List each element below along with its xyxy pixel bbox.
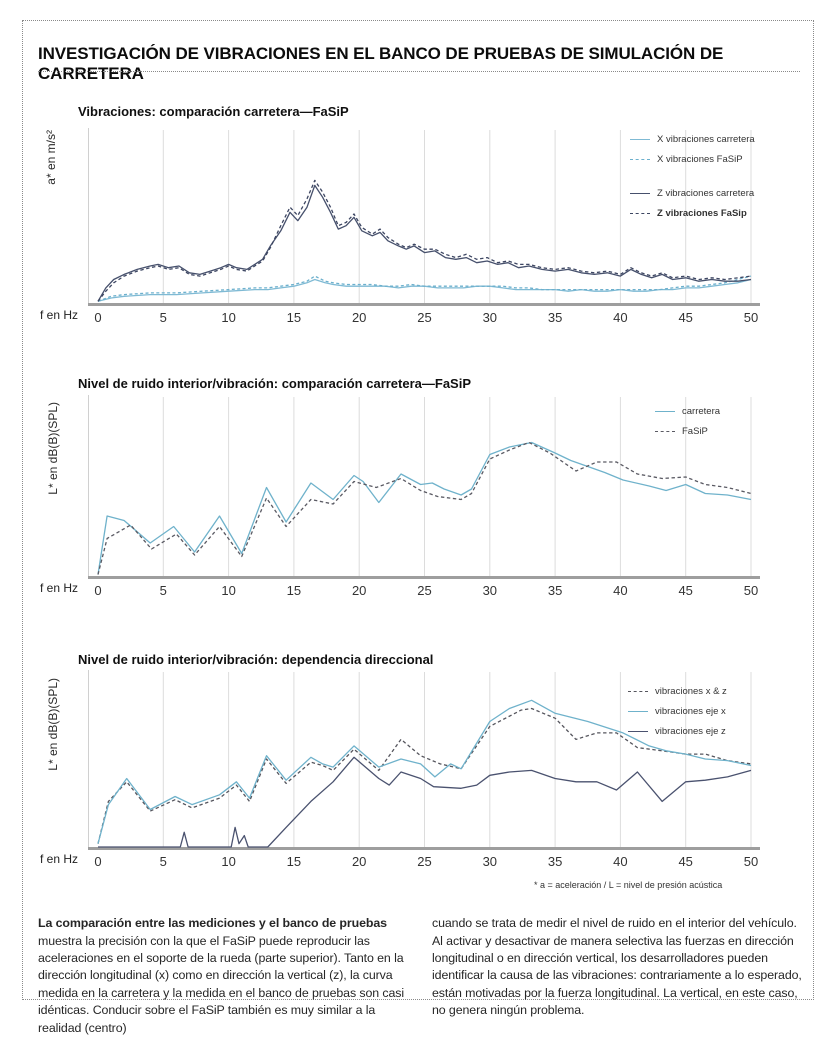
title-separator xyxy=(38,71,800,72)
chart-vibraciones-comparacion: Vibraciones: comparación carretera—FaSiP… xyxy=(0,100,832,345)
y-axis-label: a* en m/s² xyxy=(44,130,58,185)
legend-entry: FaSiP xyxy=(655,426,720,437)
plot-area xyxy=(88,670,760,850)
x-tick-label-45: 45 xyxy=(678,854,693,869)
legend-entry: carretera xyxy=(655,406,720,417)
x-tick-label-15: 15 xyxy=(286,854,302,869)
chart-nivel-ruido-direccional: Nivel de ruido interior/vibración: depen… xyxy=(0,646,832,891)
x-tick-label-10: 10 xyxy=(221,583,236,598)
x-tick-label-35: 35 xyxy=(547,583,563,598)
body-right-paragraph: cuando se trata de medir el nivel de rui… xyxy=(432,916,802,1018)
x-tick-label-30: 30 xyxy=(482,854,498,869)
x-tick-label-5: 5 xyxy=(159,583,167,598)
legend-label: X vibraciones FaSiP xyxy=(657,154,743,165)
y-axis-label: L* en dB(B)(SPL) xyxy=(46,402,60,495)
chart-title: Nivel de ruido interior/vibración: compa… xyxy=(78,376,472,391)
chart-nivel-ruido-comparacion: Nivel de ruido interior/vibración: compa… xyxy=(0,372,832,617)
x-tick-label-40: 40 xyxy=(613,310,628,325)
legend-label: vibraciones x & z xyxy=(655,686,727,697)
series-line xyxy=(97,278,752,302)
body-left-text: muestra la precisión con la que el FaSiP… xyxy=(38,933,405,1035)
legend: carretera FaSiP xyxy=(655,406,720,437)
x-axis-unit-label: f en Hz xyxy=(40,581,79,595)
legend-entry: vibraciones eje x xyxy=(628,706,727,717)
x-tick-label-35: 35 xyxy=(547,854,563,869)
legend-line-icon xyxy=(630,139,650,140)
body-left-lead: La comparación entre las mediciones y el… xyxy=(38,916,387,931)
x-tick-label-0: 0 xyxy=(94,854,102,869)
plot-area xyxy=(88,128,760,306)
chart-title: Nivel de ruido interior/vibración: depen… xyxy=(78,652,434,667)
x-tick-label-15: 15 xyxy=(286,583,302,598)
series-line xyxy=(98,756,752,848)
legend-label: Z vibraciones FaSip xyxy=(657,208,747,219)
series-line xyxy=(97,707,752,844)
x-axis: f en Hz 0 5 10 15 20 25 30 35 40 45 50 xyxy=(0,852,832,874)
legend-entry: X vibraciones FaSiP xyxy=(630,154,755,165)
legend-line-icon xyxy=(630,159,650,160)
legend: vibraciones x & z vibraciones eje x vibrac… xyxy=(628,686,727,737)
x-tick-label-25: 25 xyxy=(417,310,432,325)
legend-entry: X vibraciones carretera xyxy=(630,134,755,145)
x-tick-label-0: 0 xyxy=(94,310,102,325)
x-axis: f en Hz 0 5 10 15 20 25 30 35 40 45 50 xyxy=(0,308,832,330)
chart-title: Vibraciones: comparación carretera—FaSiP xyxy=(78,104,349,119)
legend-label: vibraciones eje x xyxy=(655,706,726,717)
x-tick-label-15: 15 xyxy=(286,310,302,325)
legend-label: Z vibraciones carretera xyxy=(657,188,755,199)
x-tick-label-25: 25 xyxy=(417,854,432,869)
legend-line-icon xyxy=(630,213,650,214)
legend-entry: vibraciones eje z xyxy=(628,726,727,737)
x-tick-label-5: 5 xyxy=(159,854,167,869)
legend-line-icon xyxy=(628,711,648,712)
page-border xyxy=(22,20,814,1000)
x-axis-unit-label: f en Hz xyxy=(40,308,79,322)
x-tick-label-45: 45 xyxy=(678,310,693,325)
plot-area xyxy=(88,395,760,579)
x-tick-label-50: 50 xyxy=(743,583,759,598)
series-line xyxy=(97,699,752,844)
x-tick-label-30: 30 xyxy=(482,310,498,325)
x-tick-label-40: 40 xyxy=(613,854,628,869)
x-tick-label-20: 20 xyxy=(351,583,367,598)
body-left-paragraph: La comparación entre las mediciones y el… xyxy=(38,915,416,1037)
legend-label: X vibraciones carretera xyxy=(657,134,755,145)
x-tick-label-50: 50 xyxy=(743,854,759,869)
legend-entry: Z vibraciones carretera xyxy=(630,188,755,199)
legend-label: vibraciones eje z xyxy=(655,726,726,737)
x-tick-label-10: 10 xyxy=(221,854,236,869)
x-tick-label-45: 45 xyxy=(678,583,693,598)
series-line xyxy=(97,275,752,302)
legend-label: FaSiP xyxy=(682,426,708,437)
legend-line-icon xyxy=(628,731,648,732)
series-line xyxy=(97,179,752,302)
x-tick-label-35: 35 xyxy=(547,310,563,325)
x-tick-label-25: 25 xyxy=(417,583,432,598)
x-tick-label-0: 0 xyxy=(94,583,102,598)
series-line xyxy=(97,441,752,575)
x-axis: f en Hz 0 5 10 15 20 25 30 35 40 45 50 xyxy=(0,581,832,603)
page-title: INVESTIGACIÓN DE VIBRACIONES EN EL BANCO… xyxy=(38,44,724,84)
legend-line-icon xyxy=(628,691,648,692)
x-tick-label-5: 5 xyxy=(159,310,167,325)
x-tick-label-30: 30 xyxy=(482,583,498,598)
x-tick-label-10: 10 xyxy=(221,310,236,325)
x-tick-label-20: 20 xyxy=(351,854,367,869)
legend-entry: vibraciones x & z xyxy=(628,686,727,697)
series-line xyxy=(97,184,752,302)
legend: X vibraciones carretera X vibraciones FaS… xyxy=(630,134,755,219)
series-line xyxy=(97,441,752,575)
legend-line-icon xyxy=(655,411,675,412)
x-tick-label-40: 40 xyxy=(613,583,628,598)
legend-line-icon xyxy=(655,431,675,432)
legend-label: carretera xyxy=(682,406,721,417)
legend-line-icon xyxy=(630,193,650,194)
footnote: * a = aceleración / L = nivel de presión… xyxy=(534,880,723,890)
x-axis-unit-label: f en Hz xyxy=(40,852,79,866)
y-axis-label: L* en dB(B)(SPL) xyxy=(46,678,60,771)
x-tick-label-20: 20 xyxy=(351,310,367,325)
legend-entry: Z vibraciones FaSip xyxy=(630,208,755,219)
x-tick-label-50: 50 xyxy=(743,310,759,325)
